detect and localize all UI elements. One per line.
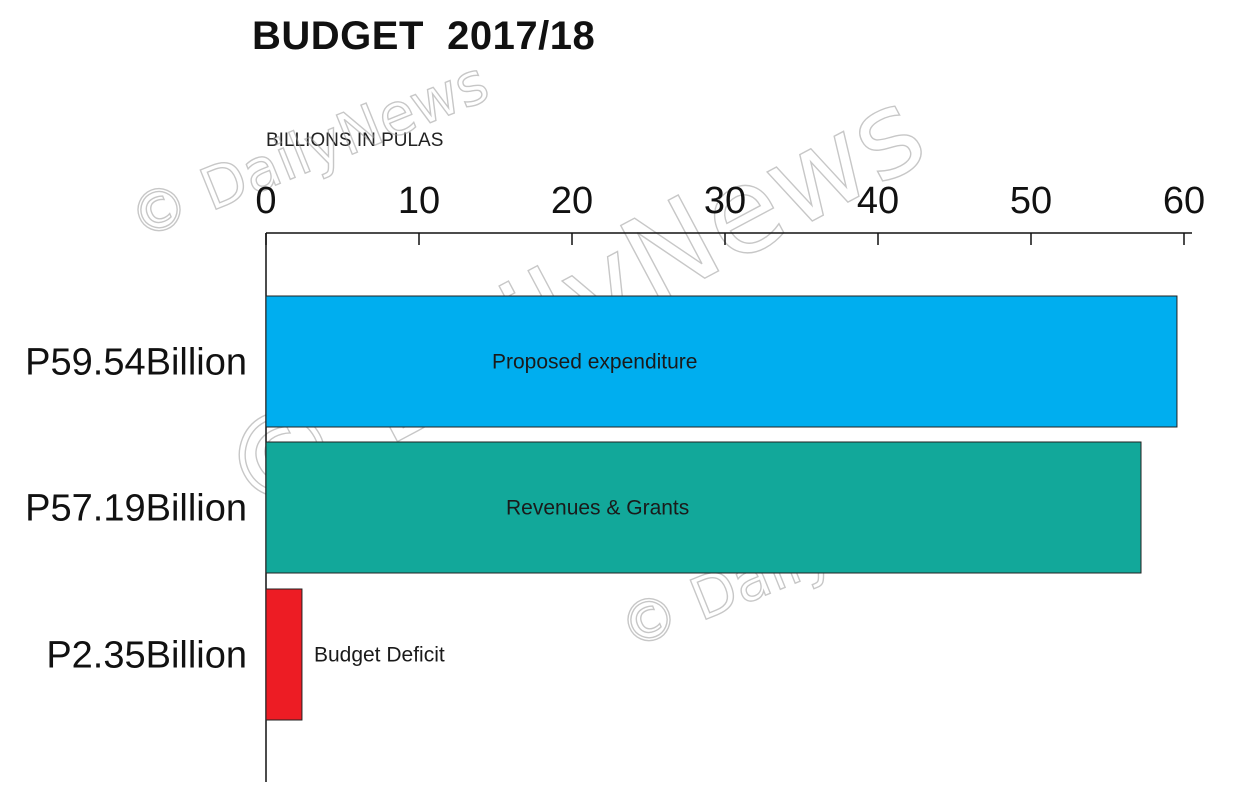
x-tick-label: 50 bbox=[1010, 180, 1052, 222]
x-tick-label: 20 bbox=[551, 180, 593, 222]
category-label: P57.19Billion bbox=[25, 488, 247, 530]
bar-label: Budget Deficit bbox=[314, 644, 445, 667]
category-label: P59.54Billion bbox=[25, 342, 247, 384]
bar bbox=[265, 588, 303, 721]
x-tick-label: 0 bbox=[255, 180, 276, 222]
category-label: P2.35Billion bbox=[46, 635, 247, 677]
watermark-text: © DailyNews bbox=[120, 48, 498, 253]
x-tick-label: 10 bbox=[398, 180, 440, 222]
bars-layer: P59.54Billion Proposed expenditure P57.19B… bbox=[25, 295, 1178, 721]
axis-unit-label: BILLIONS IN PULAS bbox=[266, 130, 444, 151]
x-tick-label: 60 bbox=[1163, 180, 1205, 222]
chart-title: BUDGET 2017/18 bbox=[252, 14, 596, 58]
x-tick-label: 40 bbox=[857, 180, 899, 222]
bar bbox=[265, 441, 1142, 574]
bar bbox=[265, 295, 1178, 428]
x-tick-label: 30 bbox=[704, 180, 746, 222]
bar-label: Proposed expenditure bbox=[492, 351, 697, 374]
bar-label: Revenues & Grants bbox=[506, 497, 689, 520]
